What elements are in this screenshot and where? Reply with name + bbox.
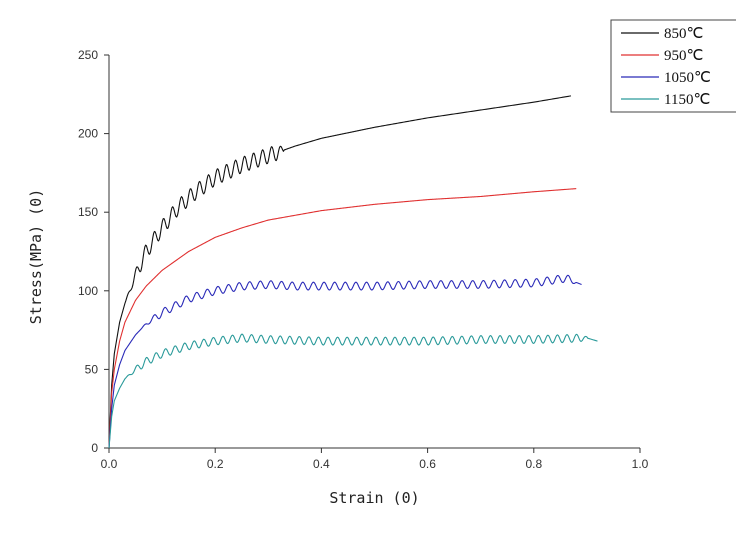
x-tick-label: 0.6 xyxy=(419,457,436,471)
series-line-3 xyxy=(108,333,598,449)
x-tick-label: 0.4 xyxy=(313,457,330,471)
plot-frame xyxy=(108,55,640,449)
x-tick-label: 0.0 xyxy=(101,457,118,471)
series-line-0 xyxy=(108,95,572,449)
legend: 850℃ 950℃ 1050℃ 1150℃ xyxy=(610,19,736,113)
y-tick-label: 0 xyxy=(91,441,98,455)
x-tick-label: 0.2 xyxy=(207,457,224,471)
y-axis-ticks: 0 50 100 150 200 250 xyxy=(78,48,109,455)
legend-label: 850℃ xyxy=(664,26,703,42)
series-lines xyxy=(108,95,598,449)
x-tick-label: 0.8 xyxy=(525,457,542,471)
y-tick-label: 50 xyxy=(85,362,99,376)
legend-box xyxy=(610,19,736,113)
y-tick-label: 100 xyxy=(78,284,98,298)
legend-label: 1050℃ xyxy=(664,70,711,86)
legend-label: 950℃ xyxy=(664,48,703,64)
x-tick-label: 1.0 xyxy=(632,457,649,471)
y-tick-label: 200 xyxy=(78,127,98,141)
y-tick-label: 250 xyxy=(78,48,98,62)
x-axis-title: Strain (0) xyxy=(329,489,419,507)
legend-label: 1150℃ xyxy=(664,92,710,108)
x-axis-ticks: 0.0 0.2 0.4 0.6 0.8 1.0 xyxy=(101,448,649,471)
y-tick-label: 150 xyxy=(78,205,98,219)
series-line-2 xyxy=(108,274,582,449)
y-axis-title: Stress(MPa) (0) xyxy=(27,189,45,324)
series-line-1 xyxy=(108,188,577,449)
